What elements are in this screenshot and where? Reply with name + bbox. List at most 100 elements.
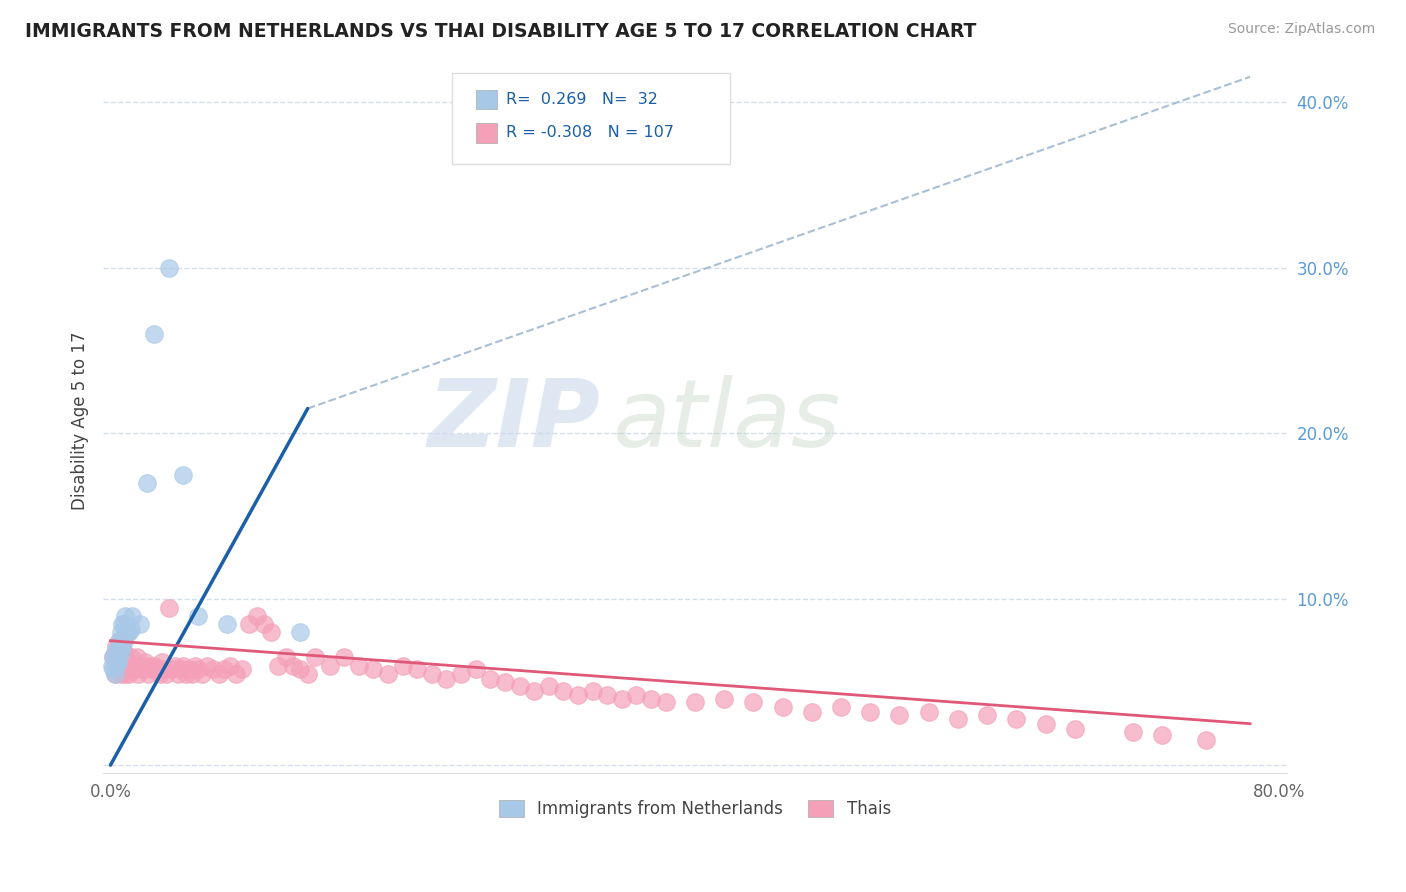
Point xyxy=(537,679,560,693)
Point xyxy=(333,650,356,665)
Text: atlas: atlas xyxy=(612,376,841,467)
Point xyxy=(112,617,135,632)
Point xyxy=(420,667,443,681)
Point xyxy=(114,625,136,640)
Point xyxy=(150,655,173,669)
Point xyxy=(105,654,128,668)
Point xyxy=(104,667,127,681)
Text: ZIP: ZIP xyxy=(427,375,600,467)
Point xyxy=(207,667,229,681)
Point xyxy=(742,695,765,709)
Point xyxy=(110,642,132,657)
Point xyxy=(120,622,142,636)
Point xyxy=(121,662,143,676)
Point xyxy=(105,658,128,673)
Legend: Immigrants from Netherlands, Thais: Immigrants from Netherlands, Thais xyxy=(492,794,897,825)
Point xyxy=(118,667,141,681)
Point xyxy=(108,650,131,665)
Point xyxy=(1195,733,1218,747)
Point xyxy=(149,667,172,681)
Point xyxy=(654,695,676,709)
Point xyxy=(112,645,135,659)
Point xyxy=(121,608,143,623)
Point xyxy=(134,655,156,669)
Point xyxy=(117,625,139,640)
Point xyxy=(859,705,882,719)
Point xyxy=(1152,728,1174,742)
Point xyxy=(166,667,188,681)
Point xyxy=(163,658,186,673)
Point xyxy=(104,645,127,659)
Point xyxy=(107,642,129,657)
Point xyxy=(127,667,149,681)
Point xyxy=(553,683,575,698)
Point xyxy=(187,608,209,623)
Point xyxy=(152,662,174,676)
Point xyxy=(946,712,969,726)
Point xyxy=(160,662,183,676)
Point xyxy=(181,667,204,681)
Point xyxy=(169,662,191,676)
Point xyxy=(114,608,136,623)
Point xyxy=(195,658,218,673)
Point xyxy=(201,662,224,676)
FancyBboxPatch shape xyxy=(453,73,730,164)
Point xyxy=(107,655,129,669)
Point xyxy=(114,667,136,681)
Point xyxy=(173,467,195,482)
Point xyxy=(173,658,195,673)
Point xyxy=(101,658,124,673)
Point xyxy=(260,625,283,640)
Point xyxy=(108,655,131,669)
Point xyxy=(136,658,159,673)
Point xyxy=(363,662,385,676)
Point xyxy=(157,260,180,275)
Y-axis label: Disability Age 5 to 17: Disability Age 5 to 17 xyxy=(72,332,89,510)
Bar xyxy=(475,123,498,143)
Point xyxy=(155,667,177,681)
Point xyxy=(131,662,153,676)
Point xyxy=(377,667,399,681)
Text: R=  0.269   N=  32: R= 0.269 N= 32 xyxy=(506,92,658,107)
Point xyxy=(111,617,134,632)
Point xyxy=(184,658,207,673)
Point xyxy=(191,667,214,681)
Point xyxy=(304,650,326,665)
Point xyxy=(253,617,276,632)
Point xyxy=(108,633,131,648)
Point xyxy=(111,639,134,653)
Point xyxy=(290,662,312,676)
Point xyxy=(112,633,135,648)
Point xyxy=(179,662,201,676)
Point xyxy=(567,689,589,703)
Point xyxy=(274,650,297,665)
Point xyxy=(889,708,911,723)
Point xyxy=(110,667,132,681)
Point xyxy=(107,645,129,659)
Point xyxy=(107,662,129,676)
Point xyxy=(111,658,134,673)
Point xyxy=(176,667,198,681)
Point xyxy=(297,667,319,681)
Point xyxy=(683,695,706,709)
Point xyxy=(143,658,166,673)
Point xyxy=(110,625,132,640)
Point xyxy=(108,633,131,648)
Point xyxy=(111,639,134,653)
Text: R = -0.308   N = 107: R = -0.308 N = 107 xyxy=(506,125,673,140)
Point xyxy=(103,650,125,665)
Point xyxy=(238,617,260,632)
Point xyxy=(115,622,138,636)
Point xyxy=(830,700,852,714)
Point xyxy=(103,650,125,665)
Point xyxy=(115,658,138,673)
Point xyxy=(406,662,429,676)
Point xyxy=(219,658,242,673)
Point xyxy=(318,658,340,673)
Point xyxy=(479,672,502,686)
Point xyxy=(104,667,127,681)
Point xyxy=(640,691,662,706)
Point xyxy=(138,667,160,681)
Point xyxy=(225,667,247,681)
Point xyxy=(141,662,163,676)
